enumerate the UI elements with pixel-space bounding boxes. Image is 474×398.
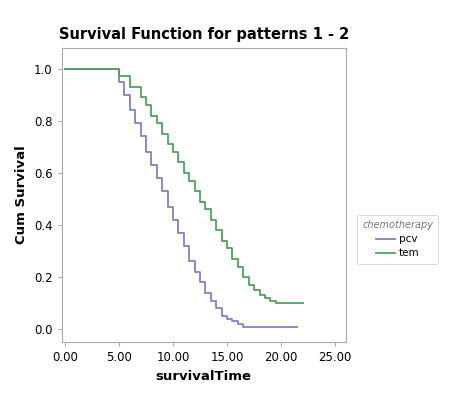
pcv — [213, 306, 219, 311]
pcv — [170, 217, 176, 222]
pcv — [111, 66, 117, 71]
pcv — [229, 319, 235, 324]
tem — [246, 283, 252, 287]
pcv — [294, 324, 300, 329]
tem — [300, 301, 306, 306]
tem — [175, 160, 181, 165]
tem — [240, 275, 246, 279]
pcv — [121, 92, 127, 97]
tem — [170, 150, 176, 154]
pcv — [181, 244, 187, 248]
tem — [105, 66, 111, 71]
tem — [273, 301, 279, 306]
Line: tem: tem — [65, 68, 303, 303]
tem — [165, 142, 171, 146]
tem — [138, 95, 144, 100]
X-axis label: survivalTime: survivalTime — [156, 370, 252, 383]
tem — [224, 246, 230, 251]
tem — [235, 264, 241, 269]
pcv — [159, 189, 165, 193]
tem — [116, 74, 122, 79]
tem — [278, 301, 284, 306]
tem — [143, 103, 149, 107]
tem — [186, 178, 192, 183]
tem — [251, 288, 257, 293]
pcv — [202, 291, 208, 295]
pcv — [116, 79, 122, 84]
tem — [219, 238, 225, 243]
tem — [181, 170, 187, 175]
pcv — [175, 230, 181, 235]
pcv — [197, 280, 203, 285]
pcv — [154, 176, 160, 180]
pcv — [165, 204, 171, 209]
Line: pcv: pcv — [65, 68, 297, 327]
tem — [229, 256, 235, 261]
tem — [256, 293, 262, 298]
tem — [148, 113, 154, 118]
pcv — [192, 269, 198, 274]
pcv — [62, 66, 68, 71]
Y-axis label: Cum Survival: Cum Survival — [16, 146, 28, 244]
tem — [267, 298, 273, 303]
tem — [208, 217, 214, 222]
pcv — [148, 163, 154, 168]
tem — [127, 84, 133, 89]
pcv — [219, 314, 225, 319]
pcv — [143, 150, 149, 154]
Title: Survival Function for patterns 1 - 2: Survival Function for patterns 1 - 2 — [59, 27, 349, 43]
tem — [213, 228, 219, 232]
tem — [154, 121, 160, 126]
tem — [289, 301, 295, 306]
tem — [192, 189, 198, 193]
pcv — [235, 322, 241, 326]
pcv — [186, 259, 192, 264]
Legend: pcv, tem: pcv, tem — [357, 215, 438, 264]
pcv — [224, 316, 230, 321]
pcv — [132, 121, 138, 126]
pcv — [246, 324, 252, 329]
pcv — [127, 108, 133, 113]
pcv — [138, 134, 144, 139]
pcv — [208, 298, 214, 303]
tem — [62, 66, 68, 71]
tem — [159, 131, 165, 136]
tem — [202, 207, 208, 212]
tem — [197, 199, 203, 204]
pcv — [240, 324, 246, 329]
tem — [284, 301, 290, 306]
tem — [262, 296, 268, 300]
